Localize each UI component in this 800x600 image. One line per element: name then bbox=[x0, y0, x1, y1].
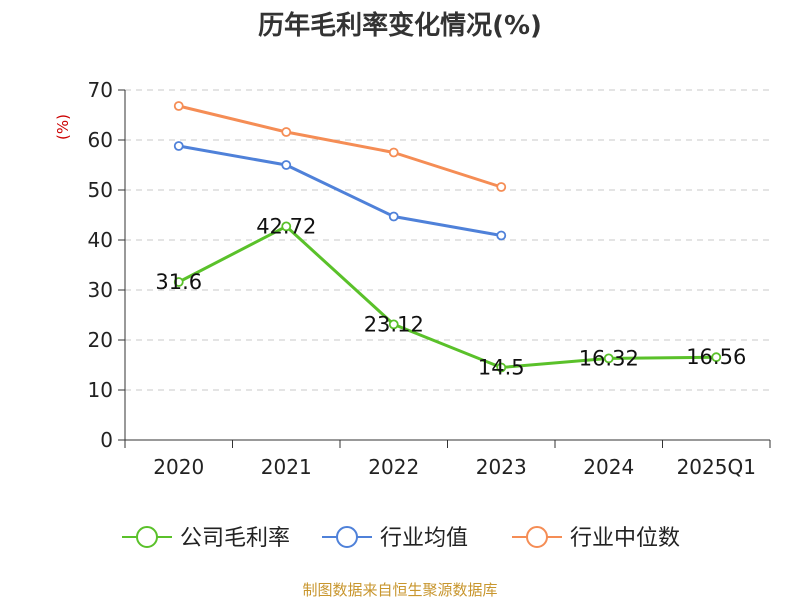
x-tick-label: 2020 bbox=[153, 455, 204, 479]
x-tick-label: 2021 bbox=[261, 455, 312, 479]
series-line-3 bbox=[178, 104, 502, 189]
y-tick-label: 70 bbox=[88, 78, 113, 102]
series-point-1[interactable] bbox=[388, 319, 399, 330]
series-point-2[interactable] bbox=[173, 141, 184, 151]
y-tick-label: 50 bbox=[88, 178, 113, 202]
data-label: 31.6 bbox=[155, 270, 202, 294]
legend-label: 行业中位数 bbox=[570, 526, 680, 551]
data-label: 14.5 bbox=[478, 356, 525, 380]
legend-item-3[interactable]: 行业中位数 bbox=[512, 526, 680, 551]
x-tick-label: 2025Q1 bbox=[677, 455, 756, 479]
legend[interactable]: 公司毛利率 行业均值 行业中位数 bbox=[122, 526, 680, 551]
x-tick-label: 2022 bbox=[368, 455, 419, 479]
series-point-1[interactable] bbox=[711, 352, 722, 363]
series-line-1 bbox=[178, 224, 717, 369]
legend-swatch-marker bbox=[336, 526, 358, 548]
data-label: 16.32 bbox=[579, 346, 639, 370]
legend-label: 行业均值 bbox=[380, 526, 468, 551]
source-note: 制图数据来自恒生聚源数据库 bbox=[302, 581, 497, 599]
y-tick-label: 0 bbox=[100, 428, 113, 452]
series-point-1[interactable] bbox=[603, 353, 614, 364]
y-tick-label: 30 bbox=[88, 278, 113, 302]
data-label: 16.56 bbox=[686, 345, 746, 369]
legend-item-1[interactable]: 公司毛利率 bbox=[122, 526, 290, 551]
series-point-2[interactable] bbox=[496, 230, 507, 241]
data-label: 42.72 bbox=[256, 214, 316, 238]
legend-swatch-marker bbox=[136, 526, 158, 548]
series-point-3[interactable] bbox=[173, 101, 184, 111]
series-point-1[interactable] bbox=[281, 221, 292, 232]
y-tick-label: 10 bbox=[88, 378, 113, 402]
x-tick-label: 2024 bbox=[583, 455, 634, 479]
x-tick-label: 2023 bbox=[476, 455, 527, 479]
series-point-3[interactable] bbox=[388, 147, 399, 158]
chart-title: 历年毛利率变化情况(%) bbox=[258, 10, 542, 41]
grid bbox=[125, 89, 770, 391]
series-point-2[interactable] bbox=[281, 160, 292, 170]
axes: 0 10 20 30 40 50 60 70 2020 2021 2022 2023 2024 2025Q… bbox=[88, 78, 771, 479]
series-point-3[interactable] bbox=[281, 127, 292, 137]
series-point-1[interactable] bbox=[173, 277, 184, 287]
data-label: 23.12 bbox=[364, 312, 424, 336]
series-lines bbox=[173, 101, 722, 373]
data-labels: 31.6 42.72 23.12 14.5 16.32 16.56 bbox=[155, 214, 746, 379]
legend-item-2[interactable]: 行业均值 bbox=[322, 526, 468, 551]
y-tick-label: 20 bbox=[88, 328, 113, 352]
series-point-3[interactable] bbox=[496, 182, 507, 192]
legend-swatch-marker bbox=[526, 526, 548, 548]
series-line-2 bbox=[178, 144, 502, 237]
y-tick-label: 60 bbox=[88, 128, 113, 152]
series-point-1[interactable] bbox=[496, 362, 507, 373]
legend-label: 公司毛利率 bbox=[180, 526, 290, 551]
y-axis-label: (%) bbox=[54, 114, 72, 140]
series-point-2[interactable] bbox=[388, 211, 399, 222]
y-tick-label: 40 bbox=[88, 228, 113, 252]
